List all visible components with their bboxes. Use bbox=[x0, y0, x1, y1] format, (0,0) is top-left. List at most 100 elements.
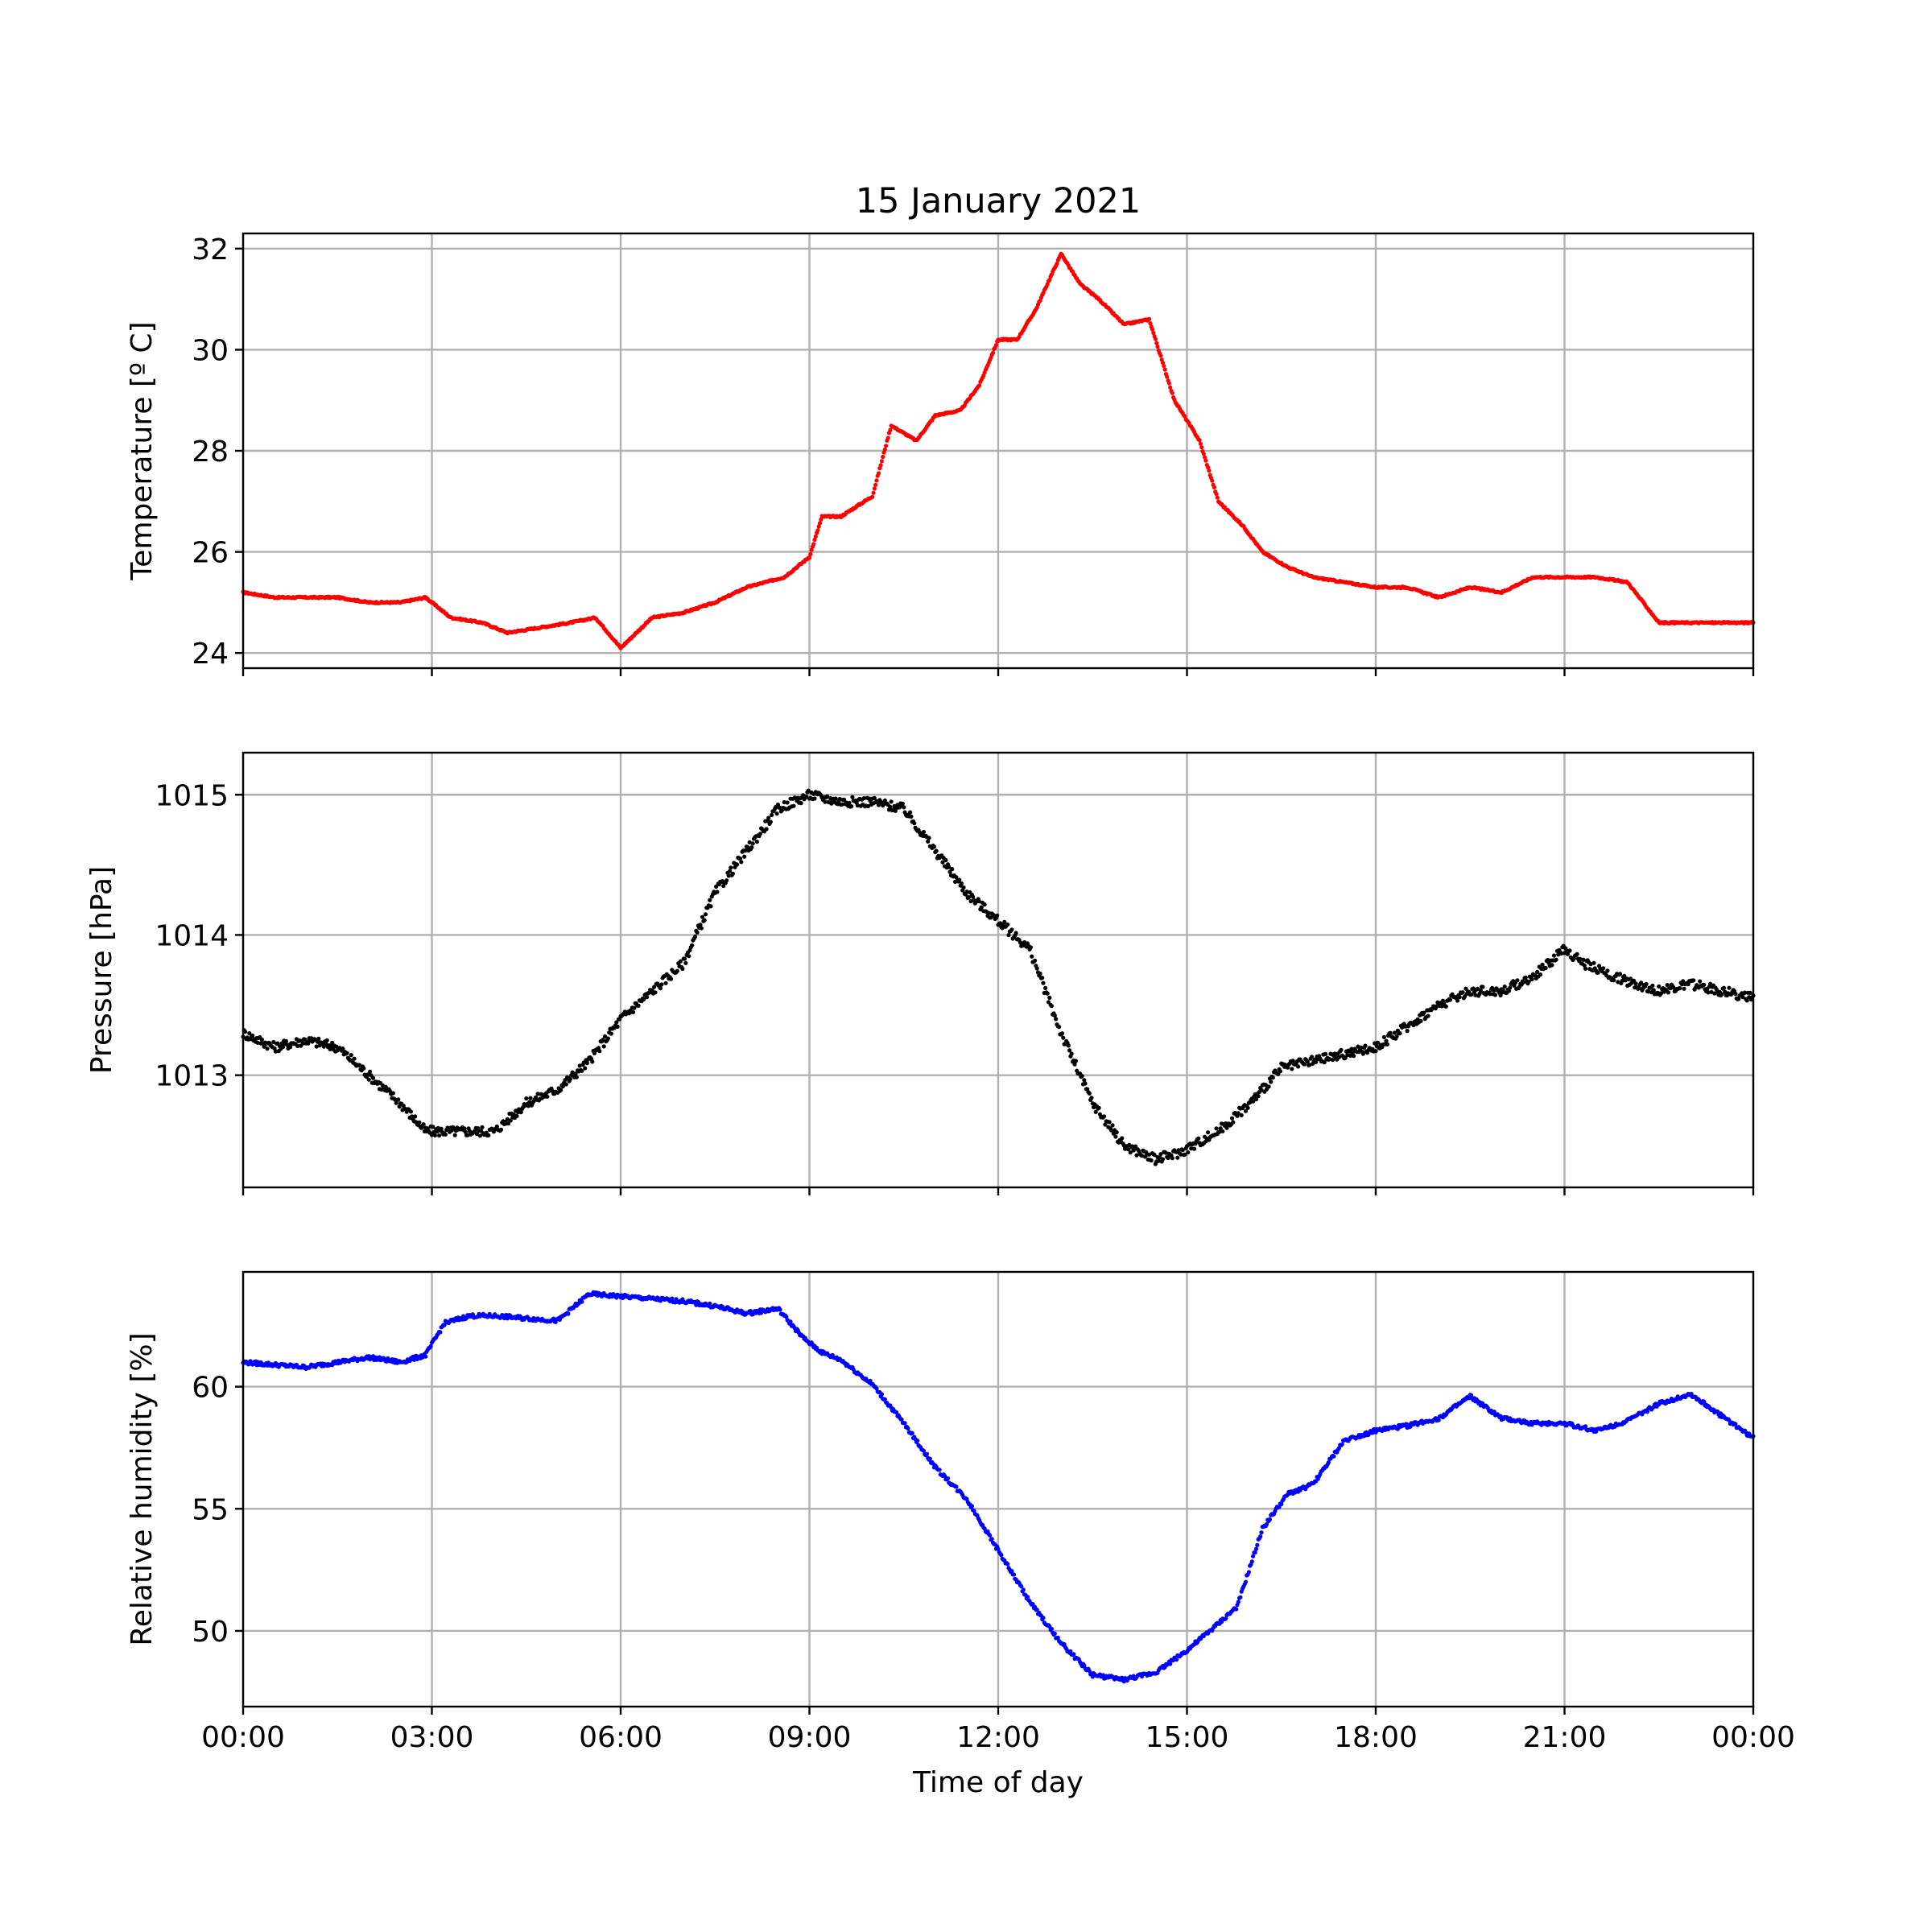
data-point bbox=[807, 555, 812, 560]
data-point bbox=[1068, 1649, 1073, 1653]
y-tick-label: 50 bbox=[192, 1616, 229, 1649]
data-point bbox=[784, 1315, 789, 1319]
data-point bbox=[675, 968, 679, 973]
data-point bbox=[1397, 1031, 1402, 1036]
data-point bbox=[708, 1301, 712, 1306]
data-point bbox=[432, 1133, 438, 1137]
y-tick-label: 55 bbox=[192, 1493, 229, 1526]
data-point bbox=[888, 804, 893, 810]
data-point bbox=[498, 1127, 504, 1132]
data-point bbox=[921, 1448, 927, 1453]
data-point bbox=[1212, 485, 1216, 490]
data-point bbox=[1392, 1030, 1397, 1035]
data-point bbox=[1217, 1129, 1222, 1134]
data-point bbox=[1052, 1631, 1057, 1636]
data-point bbox=[876, 803, 881, 807]
data-point bbox=[1255, 1542, 1260, 1547]
data-point bbox=[878, 463, 883, 468]
data-point bbox=[1373, 1049, 1378, 1054]
data-point bbox=[506, 1121, 511, 1126]
data-point bbox=[1160, 1157, 1166, 1162]
data-point bbox=[652, 985, 657, 989]
data-point bbox=[754, 840, 760, 844]
data-point bbox=[1196, 1136, 1201, 1141]
data-point bbox=[1447, 997, 1453, 1002]
data-point bbox=[1186, 1150, 1191, 1155]
data-point bbox=[1149, 1158, 1154, 1163]
x-tick-label: 00:00 bbox=[201, 1721, 285, 1754]
data-point bbox=[1163, 1150, 1168, 1155]
data-point bbox=[872, 795, 877, 800]
data-point bbox=[1038, 298, 1042, 303]
data-point bbox=[1034, 966, 1039, 971]
data-point bbox=[1436, 1418, 1441, 1422]
data-point bbox=[819, 517, 824, 522]
data-point bbox=[1551, 953, 1557, 958]
data-point bbox=[894, 1410, 899, 1415]
data-point bbox=[1740, 995, 1745, 1000]
data-point bbox=[1591, 960, 1596, 965]
data-point bbox=[1381, 1034, 1386, 1039]
data-point bbox=[876, 471, 881, 476]
data-point bbox=[926, 839, 931, 844]
data-point bbox=[1148, 321, 1153, 326]
data-point bbox=[1422, 1010, 1426, 1015]
data-point bbox=[1612, 978, 1616, 983]
data-point bbox=[1166, 1155, 1170, 1161]
data-point bbox=[1040, 976, 1045, 980]
data-point bbox=[940, 860, 945, 865]
data-point bbox=[927, 1456, 932, 1461]
data-point bbox=[435, 1129, 440, 1134]
data-point bbox=[1052, 1013, 1057, 1018]
data-point bbox=[1025, 1595, 1030, 1600]
data-point bbox=[1418, 1018, 1423, 1023]
data-point bbox=[431, 1129, 436, 1134]
data-point bbox=[1170, 1156, 1174, 1161]
data-point bbox=[1231, 1120, 1236, 1125]
data-point bbox=[349, 1053, 353, 1058]
data-point bbox=[1083, 1081, 1088, 1086]
data-point bbox=[1156, 1158, 1161, 1163]
data-point bbox=[954, 1484, 959, 1489]
data-point bbox=[1671, 985, 1676, 990]
data-point bbox=[262, 1044, 266, 1049]
data-point bbox=[1277, 1505, 1282, 1509]
data-point bbox=[1582, 963, 1587, 968]
data-point bbox=[1327, 1057, 1332, 1062]
data-point bbox=[357, 1063, 362, 1067]
data-point bbox=[1109, 1128, 1114, 1133]
data-point bbox=[1206, 1130, 1211, 1135]
data-point bbox=[766, 815, 771, 820]
data-point bbox=[1307, 1063, 1312, 1067]
data-point bbox=[1019, 1584, 1024, 1589]
data-point bbox=[812, 796, 817, 801]
temperature-points bbox=[241, 251, 1756, 650]
data-point bbox=[1550, 963, 1554, 968]
data-point bbox=[1160, 361, 1166, 365]
data-point bbox=[1067, 1048, 1072, 1053]
data-point bbox=[812, 537, 817, 543]
data-point bbox=[1323, 1051, 1328, 1056]
data-point bbox=[592, 1051, 597, 1055]
data-point bbox=[870, 494, 875, 499]
data-point bbox=[668, 976, 674, 981]
data-point bbox=[1198, 441, 1203, 446]
data-point bbox=[1658, 991, 1663, 996]
data-point bbox=[737, 856, 743, 861]
data-point bbox=[912, 821, 917, 826]
data-point bbox=[1388, 1030, 1393, 1035]
data-point bbox=[1633, 981, 1638, 986]
data-point bbox=[1229, 1116, 1235, 1121]
data-point bbox=[316, 1036, 321, 1041]
data-point bbox=[1637, 985, 1641, 990]
data-point bbox=[494, 1124, 499, 1129]
data-point bbox=[576, 1301, 581, 1306]
data-point bbox=[283, 1038, 288, 1043]
data-point bbox=[1473, 993, 1478, 997]
data-point bbox=[879, 1392, 884, 1397]
data-point bbox=[1332, 1051, 1337, 1056]
data-point bbox=[1727, 985, 1732, 990]
data-point bbox=[580, 1068, 584, 1073]
data-point bbox=[390, 1091, 395, 1096]
data-point bbox=[699, 926, 704, 931]
